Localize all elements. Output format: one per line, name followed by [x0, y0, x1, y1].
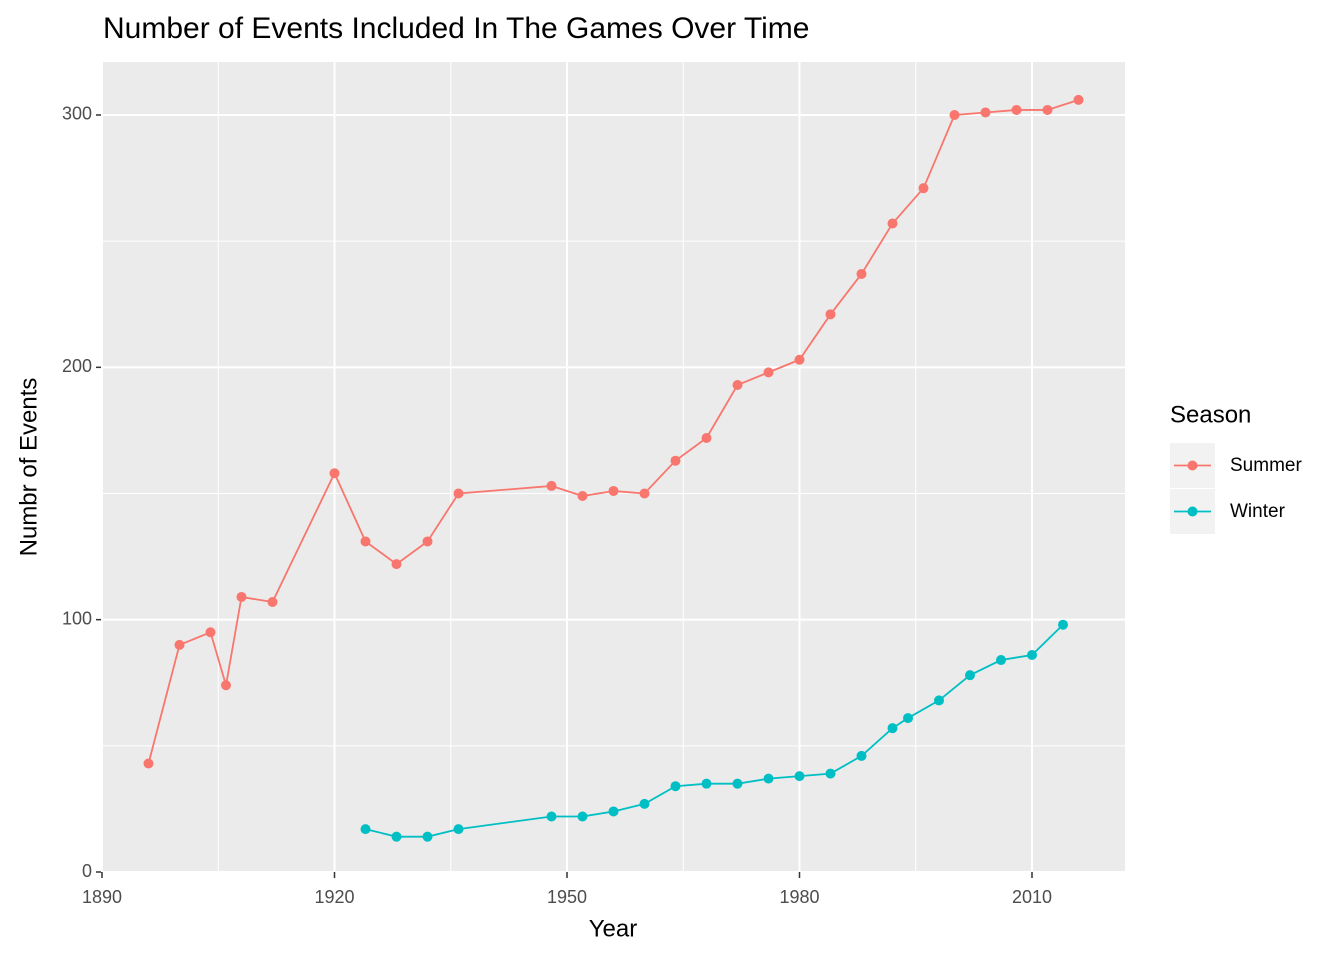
data-point	[577, 491, 588, 502]
data-point	[794, 771, 805, 782]
data-point	[639, 798, 650, 809]
x-tick-label: 1950	[547, 887, 587, 907]
chart-title: Number of Events Included In The Games O…	[103, 12, 809, 45]
data-point	[221, 680, 231, 691]
data-point	[670, 781, 681, 792]
legend-label: Summer	[1230, 455, 1302, 476]
data-point	[732, 379, 743, 390]
data-point	[887, 723, 898, 734]
x-axis-title: Year	[589, 915, 638, 942]
legend-label: Winter	[1230, 501, 1286, 522]
data-point	[763, 773, 774, 784]
y-axis-title: Numbr of Events	[15, 378, 42, 557]
data-point	[903, 713, 913, 724]
data-point	[546, 480, 557, 491]
data-point	[608, 806, 619, 817]
x-tick-label: 1890	[82, 887, 122, 907]
data-point	[701, 778, 712, 789]
data-point	[732, 778, 743, 789]
data-point	[391, 559, 402, 570]
y-tick-label: 300	[62, 104, 92, 124]
x-tick-label: 2010	[1012, 887, 1052, 907]
data-point	[360, 824, 371, 835]
data-point	[1058, 619, 1068, 630]
data-point	[1073, 94, 1084, 105]
data-point	[825, 768, 836, 779]
data-point	[236, 591, 247, 602]
x-tick-label: 1920	[314, 887, 354, 907]
data-point	[887, 218, 898, 229]
data-point	[701, 432, 712, 443]
data-point	[965, 670, 975, 681]
data-point	[918, 183, 929, 194]
data-point	[143, 758, 154, 769]
data-point	[205, 627, 216, 638]
data-point	[639, 488, 650, 499]
data-point	[422, 536, 433, 547]
series-line	[365, 624, 1064, 838]
panel	[102, 62, 1125, 872]
y-tick-label: 0	[82, 861, 92, 881]
data-point	[422, 831, 433, 842]
data-point	[453, 824, 464, 835]
legend-title: Season	[1170, 401, 1251, 428]
data-point	[453, 488, 464, 499]
data-point	[329, 468, 340, 479]
data-point	[608, 485, 619, 496]
data-point	[174, 639, 185, 650]
data-point	[949, 109, 960, 120]
data-point	[980, 107, 991, 118]
data-point	[267, 597, 278, 607]
y-tick-label: 100	[62, 608, 92, 628]
data-point	[996, 655, 1006, 666]
data-point	[360, 536, 371, 547]
data-point	[934, 695, 944, 706]
data-point	[794, 354, 805, 365]
data-point	[856, 268, 867, 279]
data-point	[577, 811, 588, 822]
data-point	[856, 750, 867, 761]
x-tick-label: 1980	[779, 887, 819, 907]
data-point	[546, 811, 557, 822]
data-point	[763, 367, 774, 378]
data-point	[825, 309, 836, 320]
legend-key-point	[1187, 460, 1198, 471]
data-point	[670, 455, 681, 466]
legend-key-point	[1187, 506, 1198, 517]
data-point	[1042, 104, 1053, 115]
data-point	[391, 831, 402, 842]
data-point	[1011, 104, 1022, 115]
data-point	[1027, 649, 1037, 660]
y-tick-label: 200	[62, 356, 92, 376]
